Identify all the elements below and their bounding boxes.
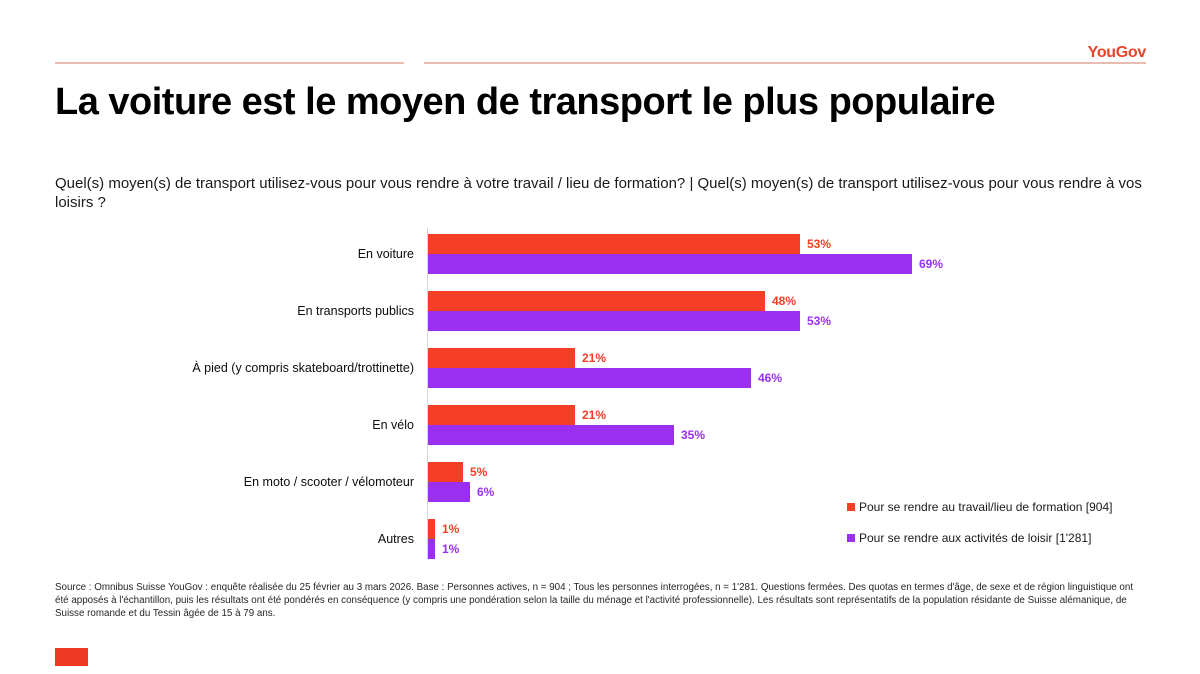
value-label-travail: 21% <box>582 351 607 365</box>
value-label-travail: 5% <box>470 465 488 479</box>
value-label-loisir: 46% <box>758 371 783 385</box>
value-label-travail: 21% <box>582 408 607 422</box>
legend-item-travail: Pour se rendre au travail/lieu de format… <box>847 500 1112 514</box>
bar-loisir <box>428 368 751 388</box>
bar-loisir <box>428 425 674 445</box>
yougov-logo: YouGov <box>1087 44 1147 61</box>
source-note: Source : Omnibus Suisse YouGov : enquête… <box>55 582 1134 620</box>
chart-legend: Pour se rendre au travail/lieu de format… <box>847 500 1112 562</box>
survey-question-subtitle: Quel(s) moyen(s) de transport utilisez-v… <box>55 175 1142 211</box>
bar-travail <box>428 348 575 368</box>
header-rule-right <box>424 62 1146 64</box>
bar-loisir <box>428 482 470 502</box>
category-label: Autres <box>377 532 414 546</box>
category-label: À pied (y compris skateboard/trottinette… <box>192 361 414 375</box>
bar-travail <box>428 234 800 254</box>
category-label: En voiture <box>357 247 414 261</box>
value-label-travail: 1% <box>442 522 460 536</box>
bar-loisir <box>428 254 912 274</box>
category-label: En transports publics <box>297 304 414 318</box>
value-label-loisir: 53% <box>807 314 832 328</box>
value-label-loisir: 1% <box>442 542 460 556</box>
header-rule-left <box>55 62 404 64</box>
bar-travail <box>428 291 765 311</box>
bar-loisir <box>428 311 800 331</box>
page-marker-rectangle <box>55 648 88 666</box>
category-label: En moto / scooter / vélomoteur <box>243 475 414 489</box>
bar-travail <box>428 405 575 425</box>
page-title: La voiture est le moyen de transport le … <box>55 81 996 123</box>
value-label-loisir: 6% <box>477 485 495 499</box>
legend-label-loisir: Pour se rendre aux activités de loisir [… <box>859 531 1092 545</box>
legend-label-travail: Pour se rendre au travail/lieu de format… <box>859 500 1113 514</box>
bar-travail <box>428 462 463 482</box>
bar-chart: En voiture 53% 69% En transports publics 48%… <box>0 228 1200 573</box>
value-label-travail: 53% <box>807 237 832 251</box>
legend-swatch-red <box>847 503 855 511</box>
legend-swatch-purple <box>847 534 855 542</box>
chart-axis-line <box>427 228 428 560</box>
legend-item-loisir: Pour se rendre aux activités de loisir [… <box>847 531 1112 545</box>
value-label-loisir: 69% <box>919 257 944 271</box>
value-label-travail: 48% <box>772 294 797 308</box>
bar-travail <box>428 519 435 539</box>
bar-loisir <box>428 539 435 559</box>
value-label-loisir: 35% <box>681 428 706 442</box>
category-label: En vélo <box>372 418 414 432</box>
